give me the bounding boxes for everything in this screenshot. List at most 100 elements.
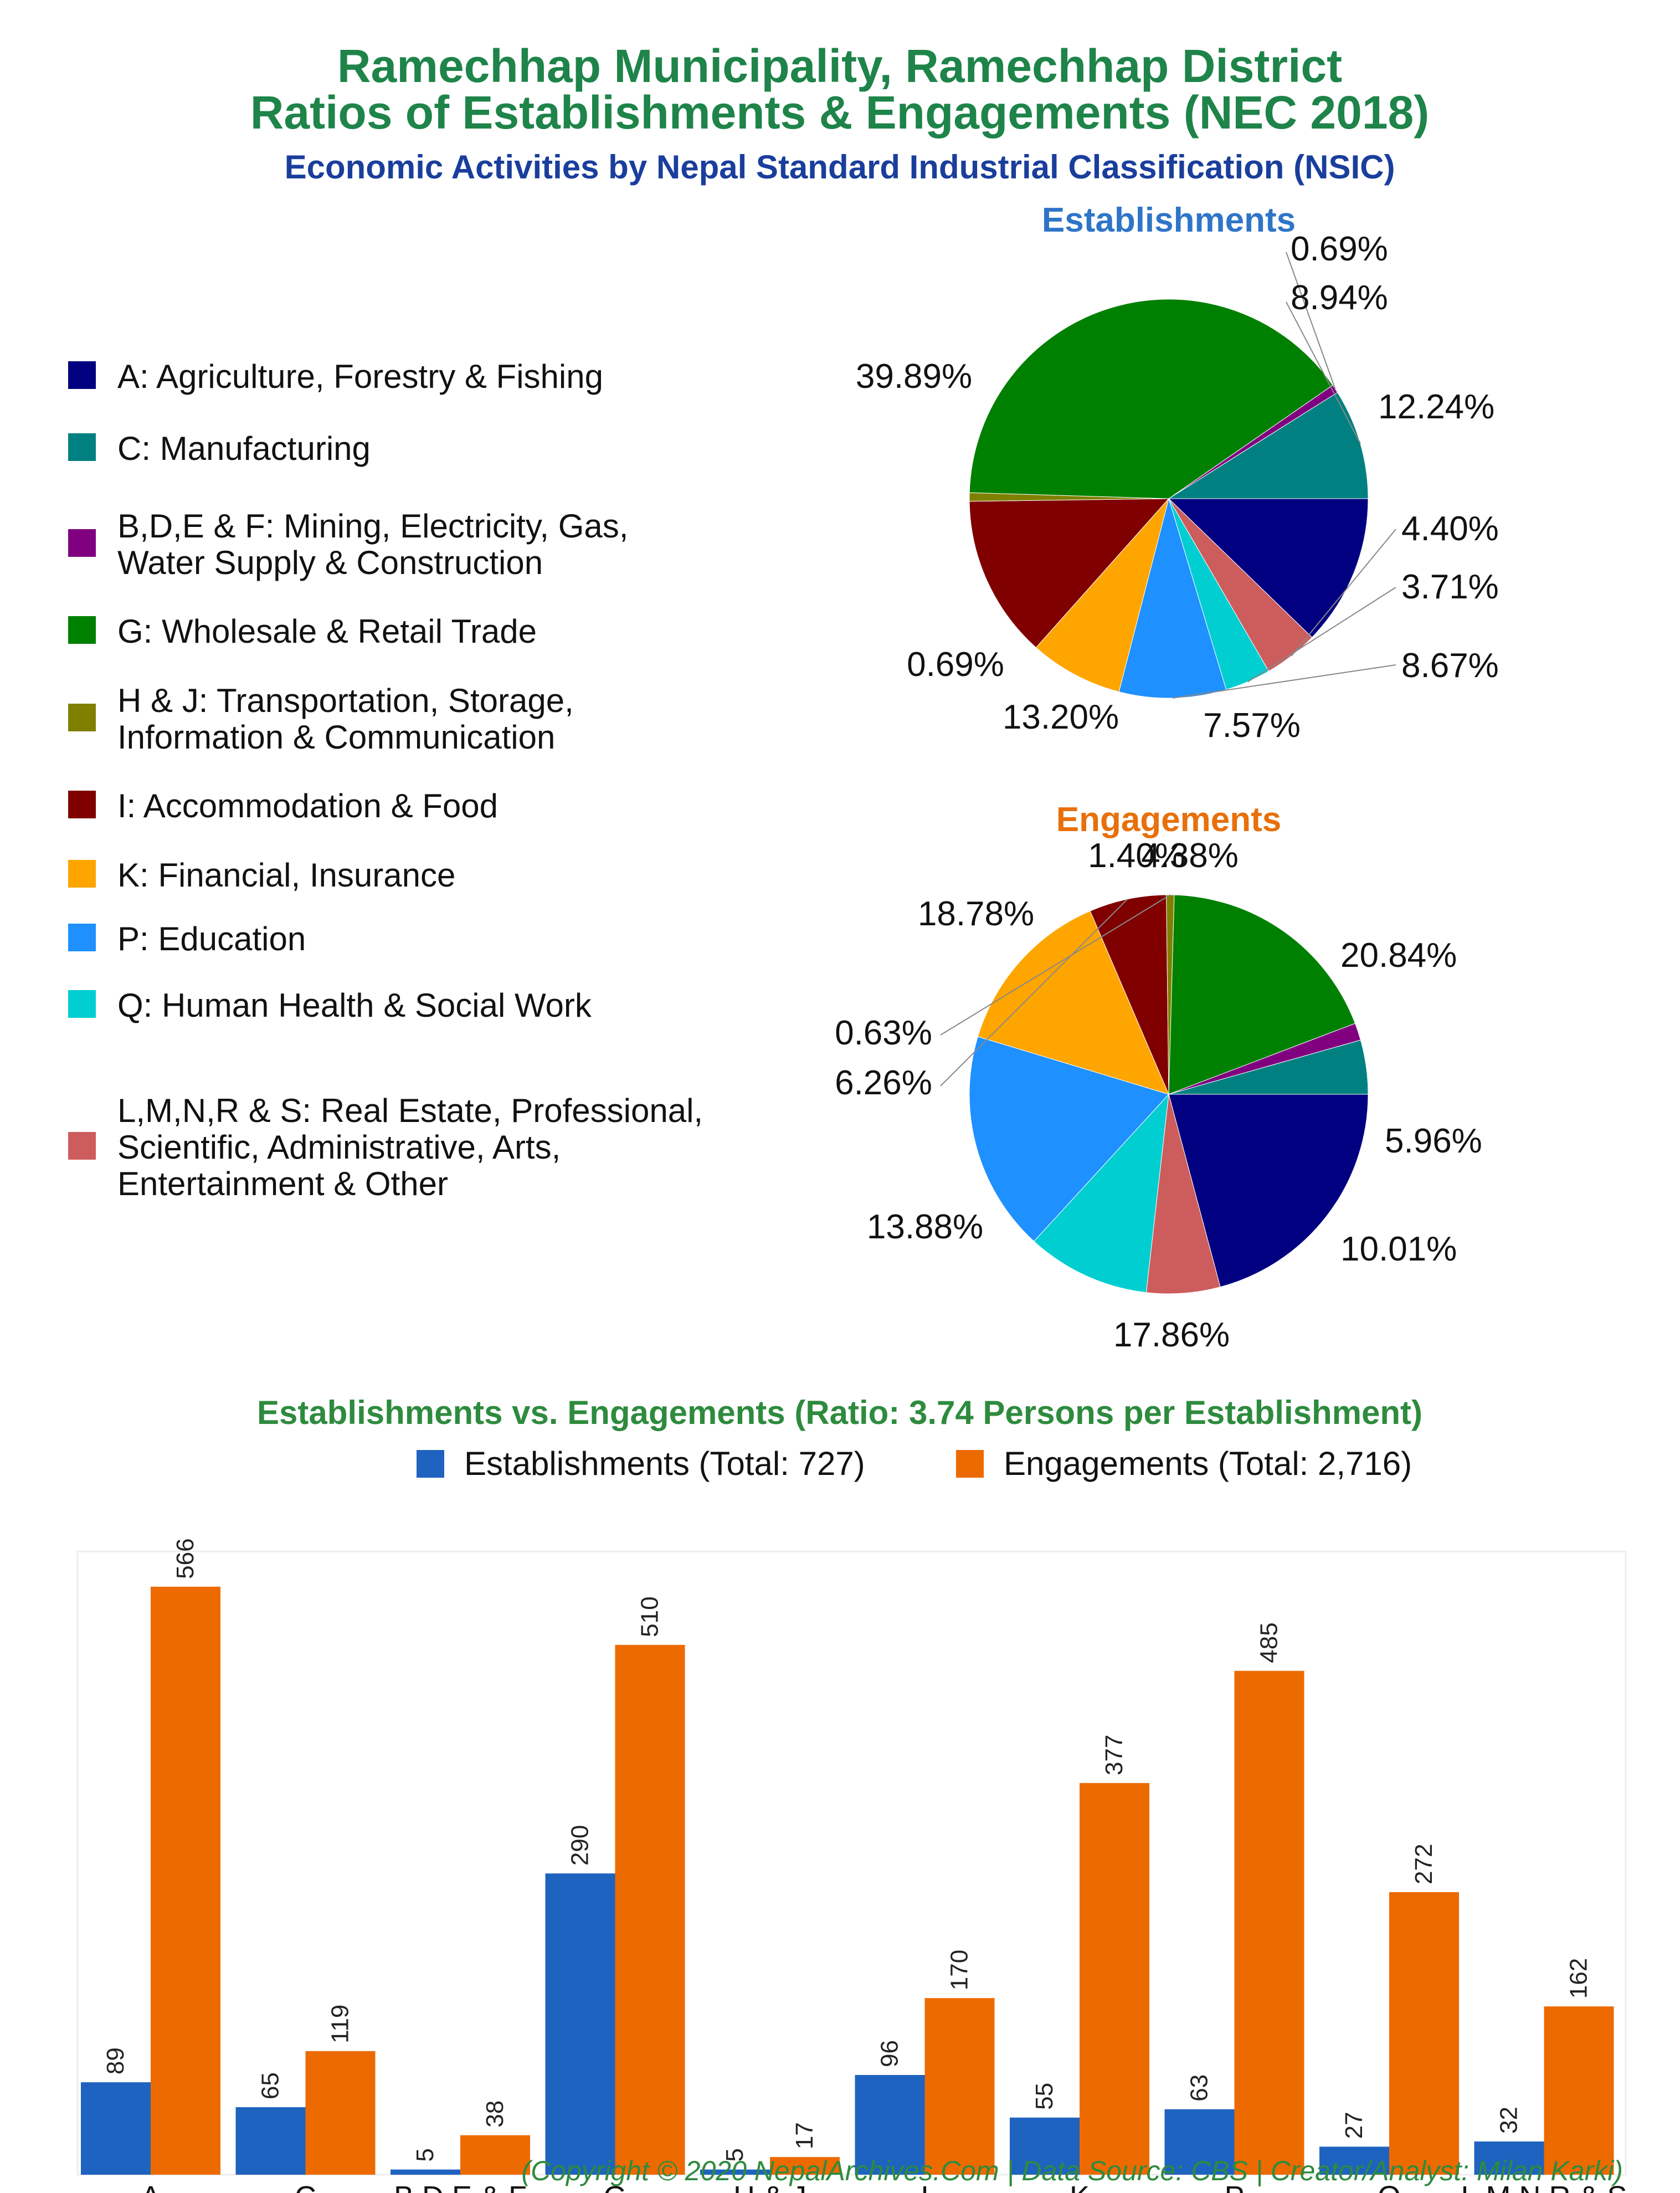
- bar-establishments: [700, 2169, 770, 2175]
- pie-slice-label: 8.94%: [1291, 279, 1388, 317]
- pie-leader-line: [1247, 587, 1396, 683]
- bar-value-label: 162: [1565, 1958, 1592, 1999]
- pie-slice: [969, 498, 1170, 648]
- bar-value-label: 38: [481, 2100, 508, 2128]
- bar-value-label: 377: [1101, 1735, 1128, 1775]
- legend-label: P: Education: [117, 920, 306, 957]
- category-tick-label: B,D,E & F: [394, 2180, 527, 2193]
- category-tick-label: P: [1224, 2180, 1244, 2193]
- pie-slice-label: 18.78%: [918, 895, 1034, 933]
- pie-slice: [1035, 498, 1169, 693]
- legend-label: L,M,N,R & S: Real Estate, Professional,: [117, 1092, 703, 1129]
- pie-slice-label: 7.57%: [1203, 706, 1301, 745]
- bar-engagements: [1234, 1671, 1304, 2175]
- legend-label-engagements: Engagements (Total: 2,716): [1004, 1445, 1412, 1482]
- bar-value-label: 566: [172, 1538, 199, 1579]
- pie-leader-line: [1172, 664, 1396, 699]
- bar-establishments: [235, 2107, 306, 2175]
- pie-leader-line: [940, 894, 1171, 1036]
- bar-establishments: [545, 1873, 615, 2175]
- legend-label: H & J: Transportation, Storage,: [117, 682, 574, 719]
- category-tick-label: G: [603, 2180, 626, 2193]
- bar-establishments: [855, 2075, 925, 2175]
- legend-swatch-establishments: [417, 1450, 444, 1478]
- category-tick-label: A: [141, 2180, 161, 2193]
- bar-chart-title: Establishments vs. Engagements (Ratio: 3…: [257, 1394, 1422, 1431]
- bar-engagements: [305, 2051, 376, 2175]
- pie-slice-label: 6.26%: [835, 1064, 932, 1102]
- bar-establishments: [1010, 2117, 1080, 2175]
- copyright-credit: (Copyright © 2020 NepalArchives.Com | Da…: [521, 2155, 1623, 2187]
- legend-label: G: Wholesale & Retail Trade: [117, 613, 537, 650]
- bar-value-label: 119: [327, 2005, 354, 2043]
- legend-label: C: Manufacturing: [117, 430, 371, 467]
- legend-label: Water Supply & Construction: [117, 544, 543, 581]
- bar-establishments: [391, 2169, 460, 2175]
- legend-swatch: [68, 924, 96, 951]
- pie-leader-line: [1286, 301, 1361, 444]
- legend-label: Scientific, Administrative, Arts,: [117, 1129, 561, 1166]
- pie-slice: [1168, 894, 1356, 1095]
- legend-swatch: [68, 1132, 96, 1160]
- legend-swatch: [68, 990, 96, 1018]
- pie-title-engagements: Engagements: [1056, 801, 1282, 839]
- legend-swatch: [68, 361, 96, 389]
- category-tick-label: K: [1070, 2180, 1090, 2193]
- pie-slice-label: 13.88%: [867, 1208, 983, 1246]
- bar-value-label: 510: [636, 1596, 664, 1637]
- legend-swatch: [68, 529, 96, 557]
- legend-swatch: [68, 860, 96, 888]
- pie-slice: [977, 910, 1169, 1095]
- bar-value-label: 65: [257, 2072, 284, 2099]
- category-tick-label: Q: [1378, 2180, 1401, 2193]
- pie-slice-label: 4.38%: [1141, 837, 1239, 875]
- legend-swatch: [68, 704, 96, 731]
- pie-slice: [969, 1036, 1169, 1242]
- pie-slice-label: 39.89%: [856, 357, 972, 396]
- pie-slice-label: 4.40%: [1401, 510, 1499, 548]
- legend-swatch: [68, 433, 96, 461]
- bar-engagements: [770, 2157, 840, 2175]
- pie-slice: [969, 299, 1333, 499]
- bar-value-label: 290: [567, 1825, 594, 1866]
- category-tick-label: L,M,N,R & S: [1461, 2180, 1627, 2193]
- bar-engagements: [615, 1644, 685, 2175]
- legend-swatch: [68, 791, 96, 818]
- chart-subtitle: Economic Activities by Nepal Standard In…: [285, 148, 1395, 186]
- pie-slice: [1145, 1094, 1221, 1294]
- bar-value-label: 17: [791, 2122, 818, 2149]
- bar-engagements: [1080, 1783, 1149, 2175]
- chart-title-line-2: Ratios of Establishments & Engagements (…: [250, 86, 1430, 139]
- pie-slice-label: 10.01%: [1340, 1230, 1457, 1268]
- legend-label: A: Agriculture, Forestry & Fishing: [117, 358, 603, 395]
- bar-value-label: 55: [1031, 2083, 1058, 2110]
- pie-slice-label: 0.63%: [835, 1014, 932, 1052]
- bar-value-label: 5: [412, 2148, 439, 2161]
- category-tick-label: I: [921, 2180, 929, 2193]
- legend-swatch: [68, 616, 96, 644]
- bar-establishments: [1164, 2109, 1235, 2175]
- bar-value-label: 485: [1256, 1622, 1283, 1663]
- legend-label: I: Accommodation & Food: [117, 787, 498, 824]
- legend-label: B,D,E & F: Mining, Electricity, Gas,: [117, 508, 628, 545]
- bar-value-label: 5: [721, 2148, 748, 2161]
- bar-engagements: [460, 2135, 530, 2175]
- pie-slice: [1168, 1039, 1369, 1095]
- pie-slice-label: 13.20%: [1003, 698, 1119, 736]
- category-tick-label: C: [295, 2180, 316, 2193]
- bar-value-label: 96: [876, 2040, 903, 2067]
- pie-slice-label: 12.24%: [1378, 388, 1494, 426]
- bar-engagements: [151, 1586, 220, 2175]
- pie-slice-label: 5.96%: [1385, 1122, 1482, 1160]
- legend-swatch-engagements: [956, 1450, 984, 1478]
- pie-slice: [1168, 1094, 1369, 1288]
- pie-slice-label: 1.40%: [1088, 837, 1185, 875]
- bar-value-label: 27: [1340, 2112, 1368, 2139]
- bar-value-label: 170: [946, 1950, 973, 1990]
- pie-slice: [1168, 498, 1369, 638]
- pie-title-establishments: Establishments: [1042, 201, 1296, 239]
- pie-slice-label: 3.71%: [1401, 568, 1499, 606]
- pie-leader-line: [1286, 252, 1336, 390]
- pie-slice-label: 0.69%: [907, 645, 1004, 684]
